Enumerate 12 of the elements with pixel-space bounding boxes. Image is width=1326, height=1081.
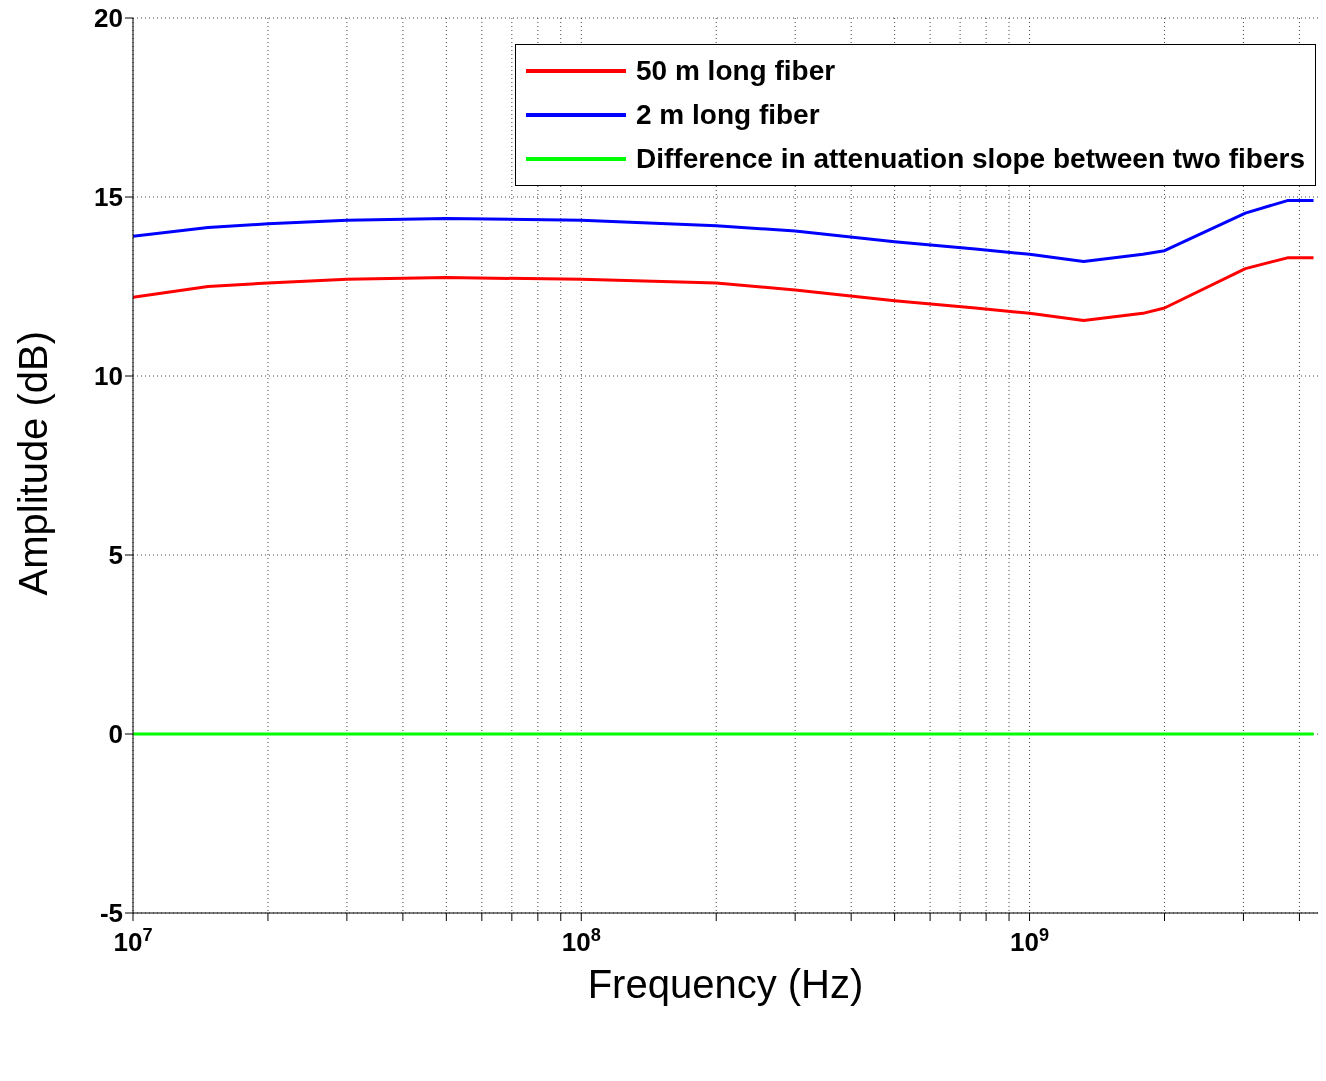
x-axis-title: Frequency (Hz) — [587, 962, 864, 1006]
legend-label: 50 m long fiber — [636, 54, 836, 88]
x-tick-label: 10$^{8}$ — [561, 925, 601, 957]
y-tick-label: 10 — [94, 361, 123, 392]
legend-label: Difference in attenuation slope between two fibers — [636, 142, 1305, 176]
y-tick-label: 15 — [94, 182, 123, 213]
y-tick-label: 20 — [94, 3, 123, 34]
x-tick-label: 10$^{9}$ — [1010, 925, 1050, 957]
y-axis-title: Amplitude (dB) — [11, 330, 56, 596]
legend-label: 2 m long fiber — [636, 98, 820, 132]
y-tick-label: 5 — [108, 540, 123, 571]
y-tick-label: 0 — [108, 719, 123, 750]
